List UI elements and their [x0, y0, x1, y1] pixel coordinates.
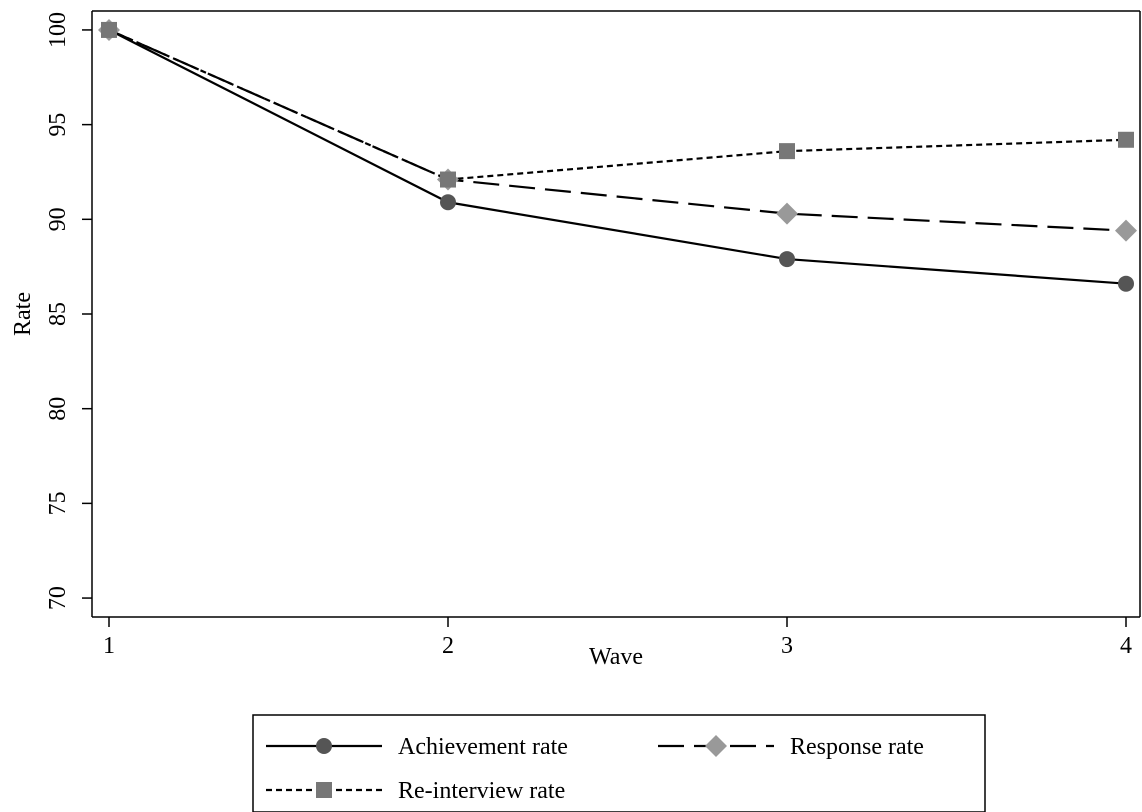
y-tick-label: 75 [45, 491, 71, 515]
legend-label: Achievement rate [398, 734, 568, 760]
series-2-point [1115, 219, 1137, 242]
x-tick-label: 4 [1120, 633, 1132, 659]
series-1-point [440, 194, 456, 211]
series-line-3 [108, 28, 1127, 181]
series-3-point [101, 21, 117, 38]
series-layer [98, 18, 1137, 292]
y-tick-label: 100 [45, 12, 71, 48]
x-tick-label: 1 [103, 633, 115, 659]
y-tick-label: 95 [45, 113, 71, 137]
series-3-point [440, 171, 456, 188]
legend-box [252, 714, 986, 812]
x-ticks: 1 2 3 4 [103, 617, 1132, 659]
legend-swatch-marker [316, 782, 332, 798]
series-line-1 [108, 28, 1127, 285]
x-tick-label: 3 [781, 633, 793, 659]
y-tick-label: 90 [45, 207, 71, 231]
y-ticks: 70 75 80 85 90 95 100 [45, 12, 92, 610]
series-line-2 [108, 28, 1127, 232]
y-tick-label: 85 [45, 302, 71, 326]
legend-swatch-marker [705, 735, 727, 757]
legend-label: Re-interview rate [398, 778, 565, 804]
legend-swatch-marker [316, 738, 332, 754]
x-tick-label: 2 [442, 633, 454, 659]
y-tick-label: 80 [45, 397, 71, 421]
x-axis-title: Wave [589, 644, 643, 670]
series-1-point [779, 251, 795, 268]
legend: Achievement rate Response rate Re-intervie… [252, 714, 986, 812]
y-tick-label: 70 [45, 586, 71, 610]
y-axis-title: Rate [10, 292, 36, 336]
series-3-point [1118, 131, 1134, 148]
series-3-point [779, 143, 795, 160]
legend-label: Response rate [790, 734, 924, 760]
series-1-point [1118, 275, 1134, 292]
series-2-point [776, 202, 798, 225]
